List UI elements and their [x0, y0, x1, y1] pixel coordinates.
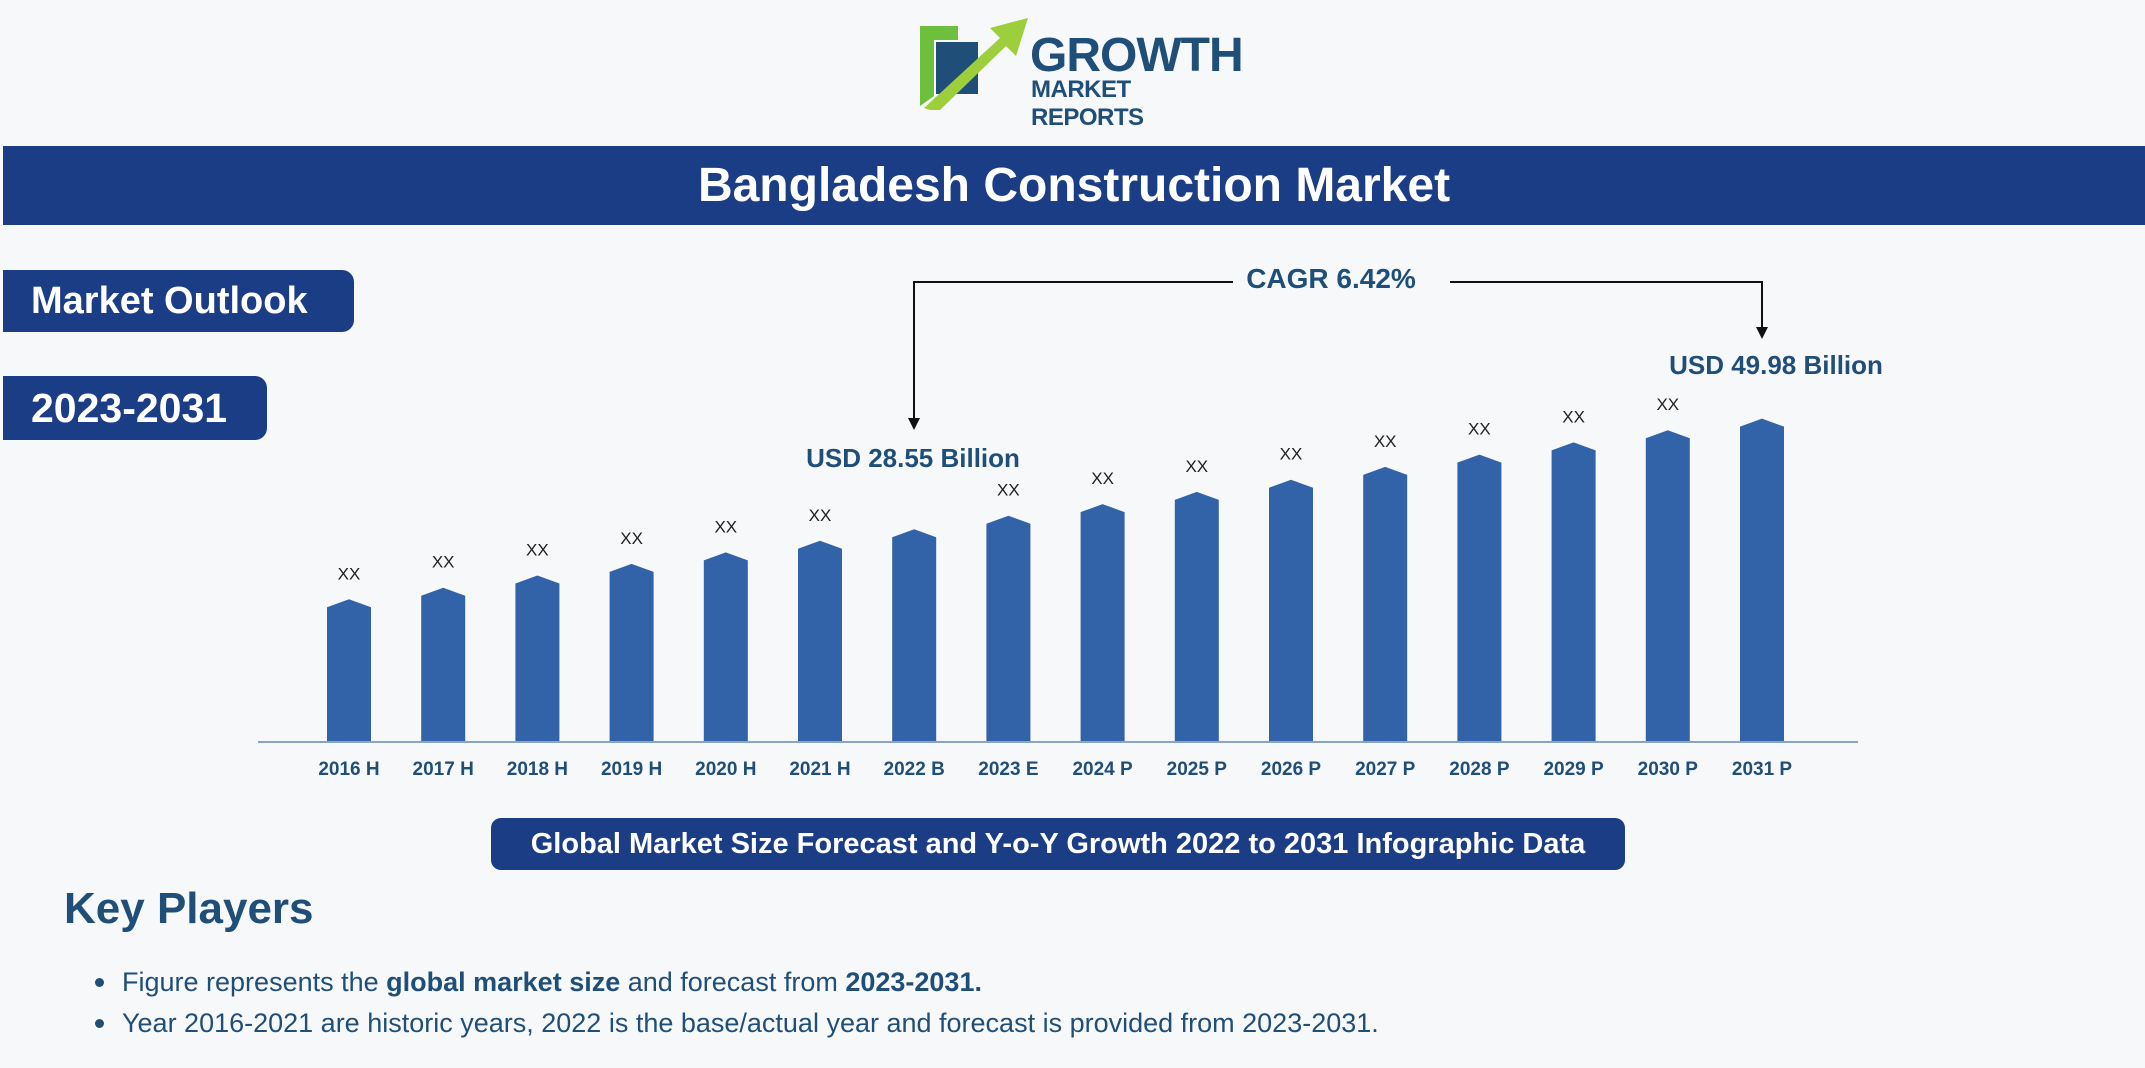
bar-value-label: XX: [620, 529, 643, 548]
bar-value-label: XX: [432, 553, 455, 572]
x-tick-label: 2023 E: [978, 759, 1038, 780]
bar-2027-p: [1363, 466, 1408, 742]
bar-value-label: XX: [1656, 395, 1679, 414]
bar-2026-p: [1269, 479, 1313, 742]
bar-2024-p: [1080, 504, 1125, 742]
note-item-1: Figure represents the global market size…: [95, 962, 1379, 1003]
x-tick-label: 2025 P: [1167, 759, 1228, 780]
cagr-arrow-left: [908, 281, 1233, 430]
key-players-heading: Key Players: [64, 884, 314, 933]
bar-2018-h: [515, 575, 560, 742]
note-item-2: Year 2016-2021 are historic years, 2022 …: [95, 1003, 1379, 1044]
chart-caption: Global Market Size Forecast and Y-o-Y Gr…: [491, 818, 1625, 870]
x-tick-label: 2022 B: [884, 759, 945, 780]
bar-2021-h: [798, 540, 842, 742]
bar-2016-h: [327, 599, 371, 742]
bar-2017-h: [421, 587, 466, 742]
bar-value-label: XX: [526, 541, 549, 560]
bar-value-label: XX: [714, 517, 737, 536]
x-tick-label: 2020 H: [695, 759, 756, 780]
bar-2025-p: [1174, 491, 1219, 742]
bar-value-label: XX: [1280, 445, 1303, 464]
bar-2029-p: [1551, 442, 1596, 742]
x-tick-label: 2017 H: [413, 759, 474, 780]
note-1-bold-size: global market size: [386, 967, 621, 997]
x-tick-label: 2028 P: [1449, 759, 1510, 780]
bar-2030-p: [1645, 430, 1690, 742]
market-outlook-tag: Market Outlook: [3, 270, 354, 332]
note-1-bold-years: 2023-2031.: [845, 967, 982, 997]
x-tick-label: 2029 P: [1543, 759, 1604, 780]
note-1-text: Figure represents the: [122, 967, 387, 997]
x-tick-label: 2026 P: [1261, 759, 1322, 780]
growth-market-reports-logo: GROWTH MARKET REPORTS: [918, 16, 1248, 131]
cagr-arrow-right: [1450, 281, 1768, 339]
bar-2028-p: [1457, 454, 1502, 742]
cagr-label: CAGR 6.42%: [1246, 263, 1416, 294]
bar-value-label: XX: [1185, 457, 1208, 476]
end-value-label: USD 49.98 Billion: [1669, 350, 1883, 380]
x-tick-label: 2019 H: [601, 759, 662, 780]
x-tick-label: 2024 P: [1072, 759, 1133, 780]
x-tick-label: 2016 H: [318, 759, 379, 780]
bar-2019-h: [609, 563, 654, 742]
bar-value-label: XX: [1468, 420, 1491, 439]
bar-2031-p: [1740, 418, 1784, 742]
market-size-bar-chart: XX 2016 H XX 2017 H XX 2018 H XX 2019 H XX 2020 H…: [258, 263, 1883, 780]
bar-value-label: XX: [1374, 432, 1397, 451]
bar-2020-h: [703, 552, 748, 742]
bar-value-label: XX: [809, 506, 832, 525]
bar-value-label: XX: [338, 564, 361, 583]
x-tick-label: 2031 P: [1732, 759, 1793, 780]
bar-2023-e: [986, 515, 1031, 742]
note-1-text-mid: and forecast from: [620, 967, 846, 997]
x-tick-label: 2018 H: [507, 759, 568, 780]
page-title: Bangladesh Construction Market: [3, 146, 2145, 225]
x-tick-label: 2030 P: [1638, 759, 1699, 780]
x-tick-label: 2027 P: [1355, 759, 1416, 780]
x-tick-label: 2021 H: [789, 759, 850, 780]
notes-list: Figure represents the global market size…: [95, 962, 1379, 1044]
forecast-period-tag: 2023-2031: [3, 376, 267, 440]
start-value-label: USD 28.55 Billion: [806, 443, 1020, 473]
logo-word-growth: GROWTH: [1030, 29, 1244, 82]
bar-2022-b: [892, 529, 937, 742]
bar-value-label: XX: [1091, 469, 1114, 488]
bar-value-label: XX: [1562, 407, 1585, 426]
bar-value-label: XX: [997, 481, 1020, 500]
growth-arrow-logo-icon: [920, 18, 1028, 110]
logo-word-market-reports: MARKET REPORTS: [1031, 76, 1144, 131]
